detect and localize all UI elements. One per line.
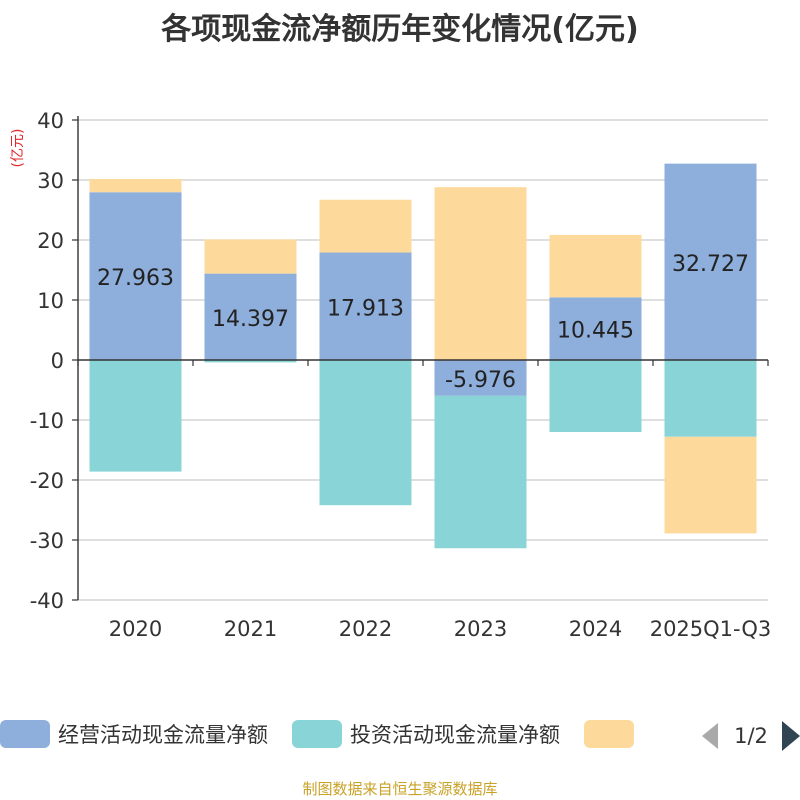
bars: [89, 163, 757, 549]
bar-segment: [664, 436, 757, 534]
next-page-arrow-icon: [782, 721, 800, 751]
bar-segment: [434, 187, 527, 360]
y-tick-label: -40: [30, 589, 64, 613]
grid-lines: [78, 119, 768, 601]
bar-segment: [89, 179, 182, 193]
data-labels: 27.963 14.397 17.913 -5.976 10.445 32.727: [97, 252, 749, 393]
x-tick-label: 2020: [109, 617, 162, 641]
bar-segment: [549, 360, 642, 432]
legend-swatch: [292, 720, 342, 748]
legend: 经营活动现金流量净额 投资活动现金流量净额 1/2: [0, 720, 800, 751]
bar-segment: [434, 395, 527, 549]
data-label: 27.963: [97, 266, 174, 291]
bar-segment: [664, 163, 757, 360]
bar-segment: [319, 360, 412, 506]
x-tick-label: 2022: [339, 617, 392, 641]
bar-segment: [204, 239, 297, 274]
axes: 40 30 20 10 0 -10 -20 -30 -40 2020 2021 2022 2023 202…: [30, 109, 772, 641]
y-tick-label: -20: [30, 469, 64, 493]
legend-label: 投资活动现金流量净额: [350, 723, 560, 747]
legend-swatch: [0, 720, 50, 748]
y-tick-label: 40: [37, 109, 64, 133]
y-tick-label: -30: [30, 529, 64, 553]
bar-segment: [434, 360, 527, 396]
y-tick-label: 0: [51, 349, 64, 373]
source-note: 制图数据来自恒生聚源数据库: [302, 780, 498, 798]
y-axis-label: (亿元): [10, 129, 26, 168]
bar-segment: [549, 234, 642, 298]
data-label: 10.445: [557, 319, 634, 344]
data-label: 17.913: [327, 296, 404, 321]
x-tick-label: 2024: [569, 617, 622, 641]
x-tick-label: 2025Q1-Q3: [650, 617, 772, 641]
bar-segment: [319, 199, 412, 253]
chart-title: 各项现金流净额历年变化情况(亿元): [161, 12, 639, 47]
data-label: -5.976: [445, 368, 516, 393]
bar-segment: [204, 273, 297, 360]
bar-segment: [204, 360, 297, 363]
legend-page-indicator: 1/2: [734, 724, 768, 748]
bar-segment: [549, 297, 642, 360]
y-tick-label: 10: [37, 289, 64, 313]
y-tick-label: -10: [30, 409, 64, 433]
bar-segment: [89, 192, 182, 360]
data-label: 14.397: [212, 307, 289, 332]
data-label: 32.727: [672, 252, 749, 277]
x-tick-label: 2023: [454, 617, 507, 641]
bar-segment: [319, 252, 412, 360]
legend-swatch: [584, 720, 634, 748]
y-tick-label: 30: [37, 169, 64, 193]
bar-segment: [664, 360, 757, 437]
legend-label: 经营活动现金流量净额: [58, 723, 268, 747]
y-tick-label: 20: [37, 229, 64, 253]
x-tick-label: 2021: [224, 617, 277, 641]
bar-segment: [89, 360, 182, 472]
prev-page-arrow-icon: [702, 723, 718, 749]
